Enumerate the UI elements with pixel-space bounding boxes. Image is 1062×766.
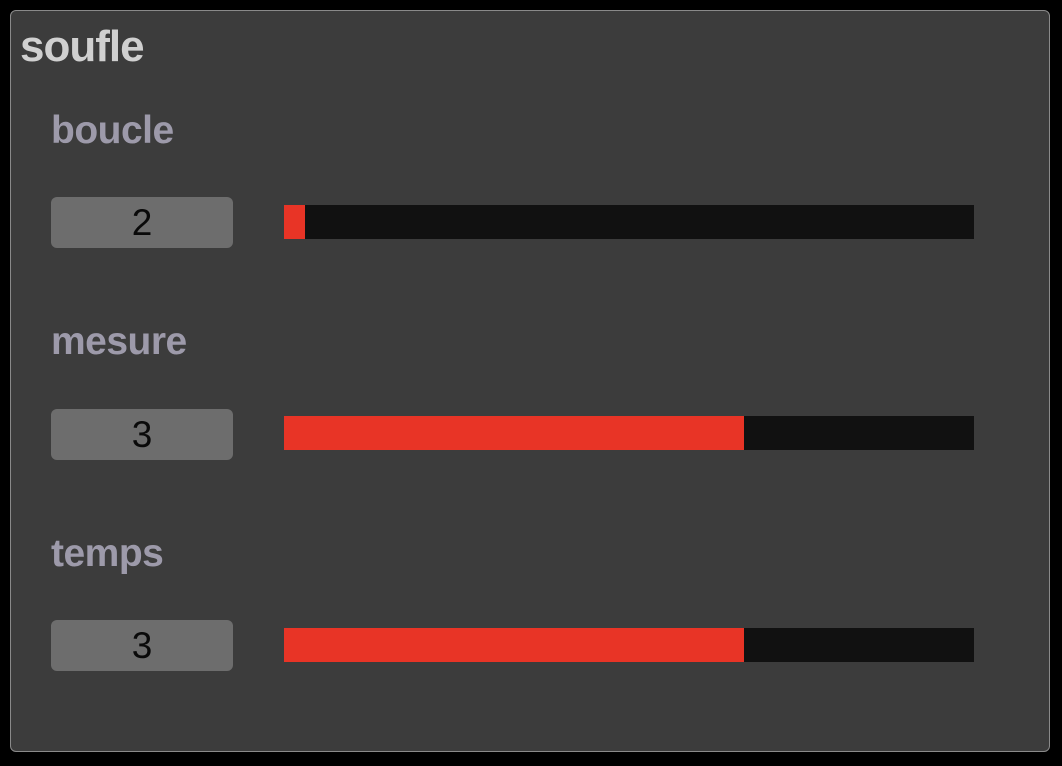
mesure-slider[interactable] (284, 416, 974, 450)
boucle-slider-fill (284, 205, 305, 239)
boucle-number-box[interactable]: 2 (51, 197, 233, 248)
temps-number-box[interactable]: 3 (51, 620, 233, 671)
boucle-label: boucle (51, 109, 174, 152)
mesure-label: mesure (51, 320, 187, 363)
temps-label: temps (51, 532, 164, 575)
panel-title: soufle (20, 22, 145, 71)
temps-slider[interactable] (284, 628, 974, 662)
mesure-number-box[interactable]: 3 (51, 409, 233, 460)
soufle-panel: soufle boucle 2 mesure 3 temps 3 (10, 10, 1050, 752)
temps-slider-fill (284, 628, 744, 662)
boucle-slider[interactable] (284, 205, 974, 239)
mesure-slider-fill (284, 416, 744, 450)
